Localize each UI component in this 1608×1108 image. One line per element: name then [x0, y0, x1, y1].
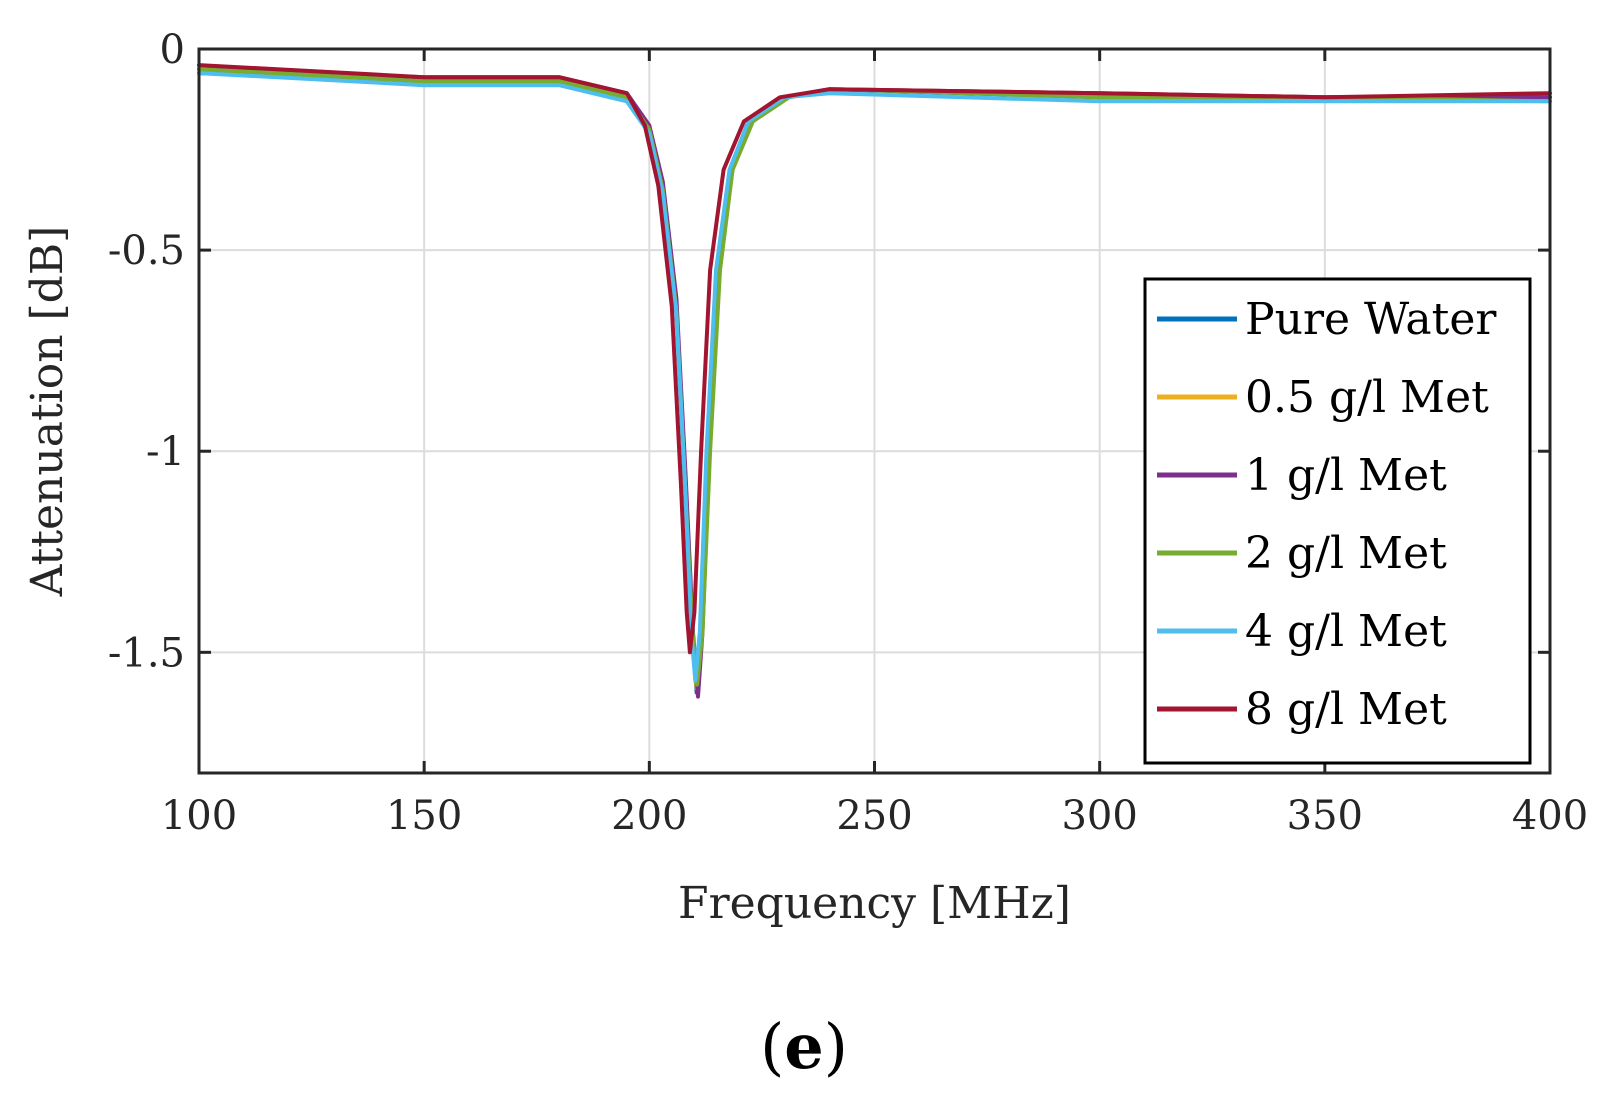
- line-chart: 100 150 200 250 300 350 400 0 -0.5 -1 -1.5 Freque…: [22, 27, 1588, 929]
- y-axis-label: Attenuation [dB]: [22, 226, 73, 598]
- x-tick-label: 200: [611, 793, 687, 839]
- x-tick-label: 250: [836, 793, 912, 839]
- legend-label: 1 g/l Met: [1245, 450, 1447, 501]
- y-tick-label: 0: [160, 27, 185, 73]
- y-tick-labels: 0 -0.5 -1 -1.5: [108, 27, 185, 676]
- y-tick-label: -1: [146, 429, 185, 475]
- legend-label: Pure Water: [1245, 294, 1497, 345]
- y-tick-label: -0.5: [108, 228, 185, 274]
- x-tick-label: 300: [1061, 793, 1137, 839]
- legend-label: 4 g/l Met: [1245, 606, 1447, 657]
- legend-label: 8 g/l Met: [1245, 684, 1447, 735]
- legend-label: 0.5 g/l Met: [1245, 372, 1489, 423]
- y-tick-label: -1.5: [108, 630, 185, 676]
- x-tick-label: 350: [1287, 793, 1363, 839]
- panel-label: (e): [760, 1010, 848, 1083]
- x-tick-labels: 100 150 200 250 300 350 400: [161, 793, 1588, 839]
- series-lines: [197, 63, 1552, 699]
- x-axis-label: Frequency [MHz]: [678, 878, 1071, 929]
- x-tick-label: 400: [1512, 793, 1588, 839]
- legend-box: [1143, 277, 1532, 765]
- x-tick-label: 150: [386, 793, 462, 839]
- legend: Pure Water 0.5 g/l Met 1 g/l Met 2 g/l Met 4…: [1143, 277, 1532, 765]
- series-line: [197, 71, 1552, 683]
- axis-ticks: [197, 47, 1552, 773]
- series-line: [197, 63, 1552, 655]
- legend-label: 2 g/l Met: [1245, 528, 1447, 579]
- x-tick-label: 100: [161, 793, 237, 839]
- panel-label-letter: e: [784, 1010, 824, 1083]
